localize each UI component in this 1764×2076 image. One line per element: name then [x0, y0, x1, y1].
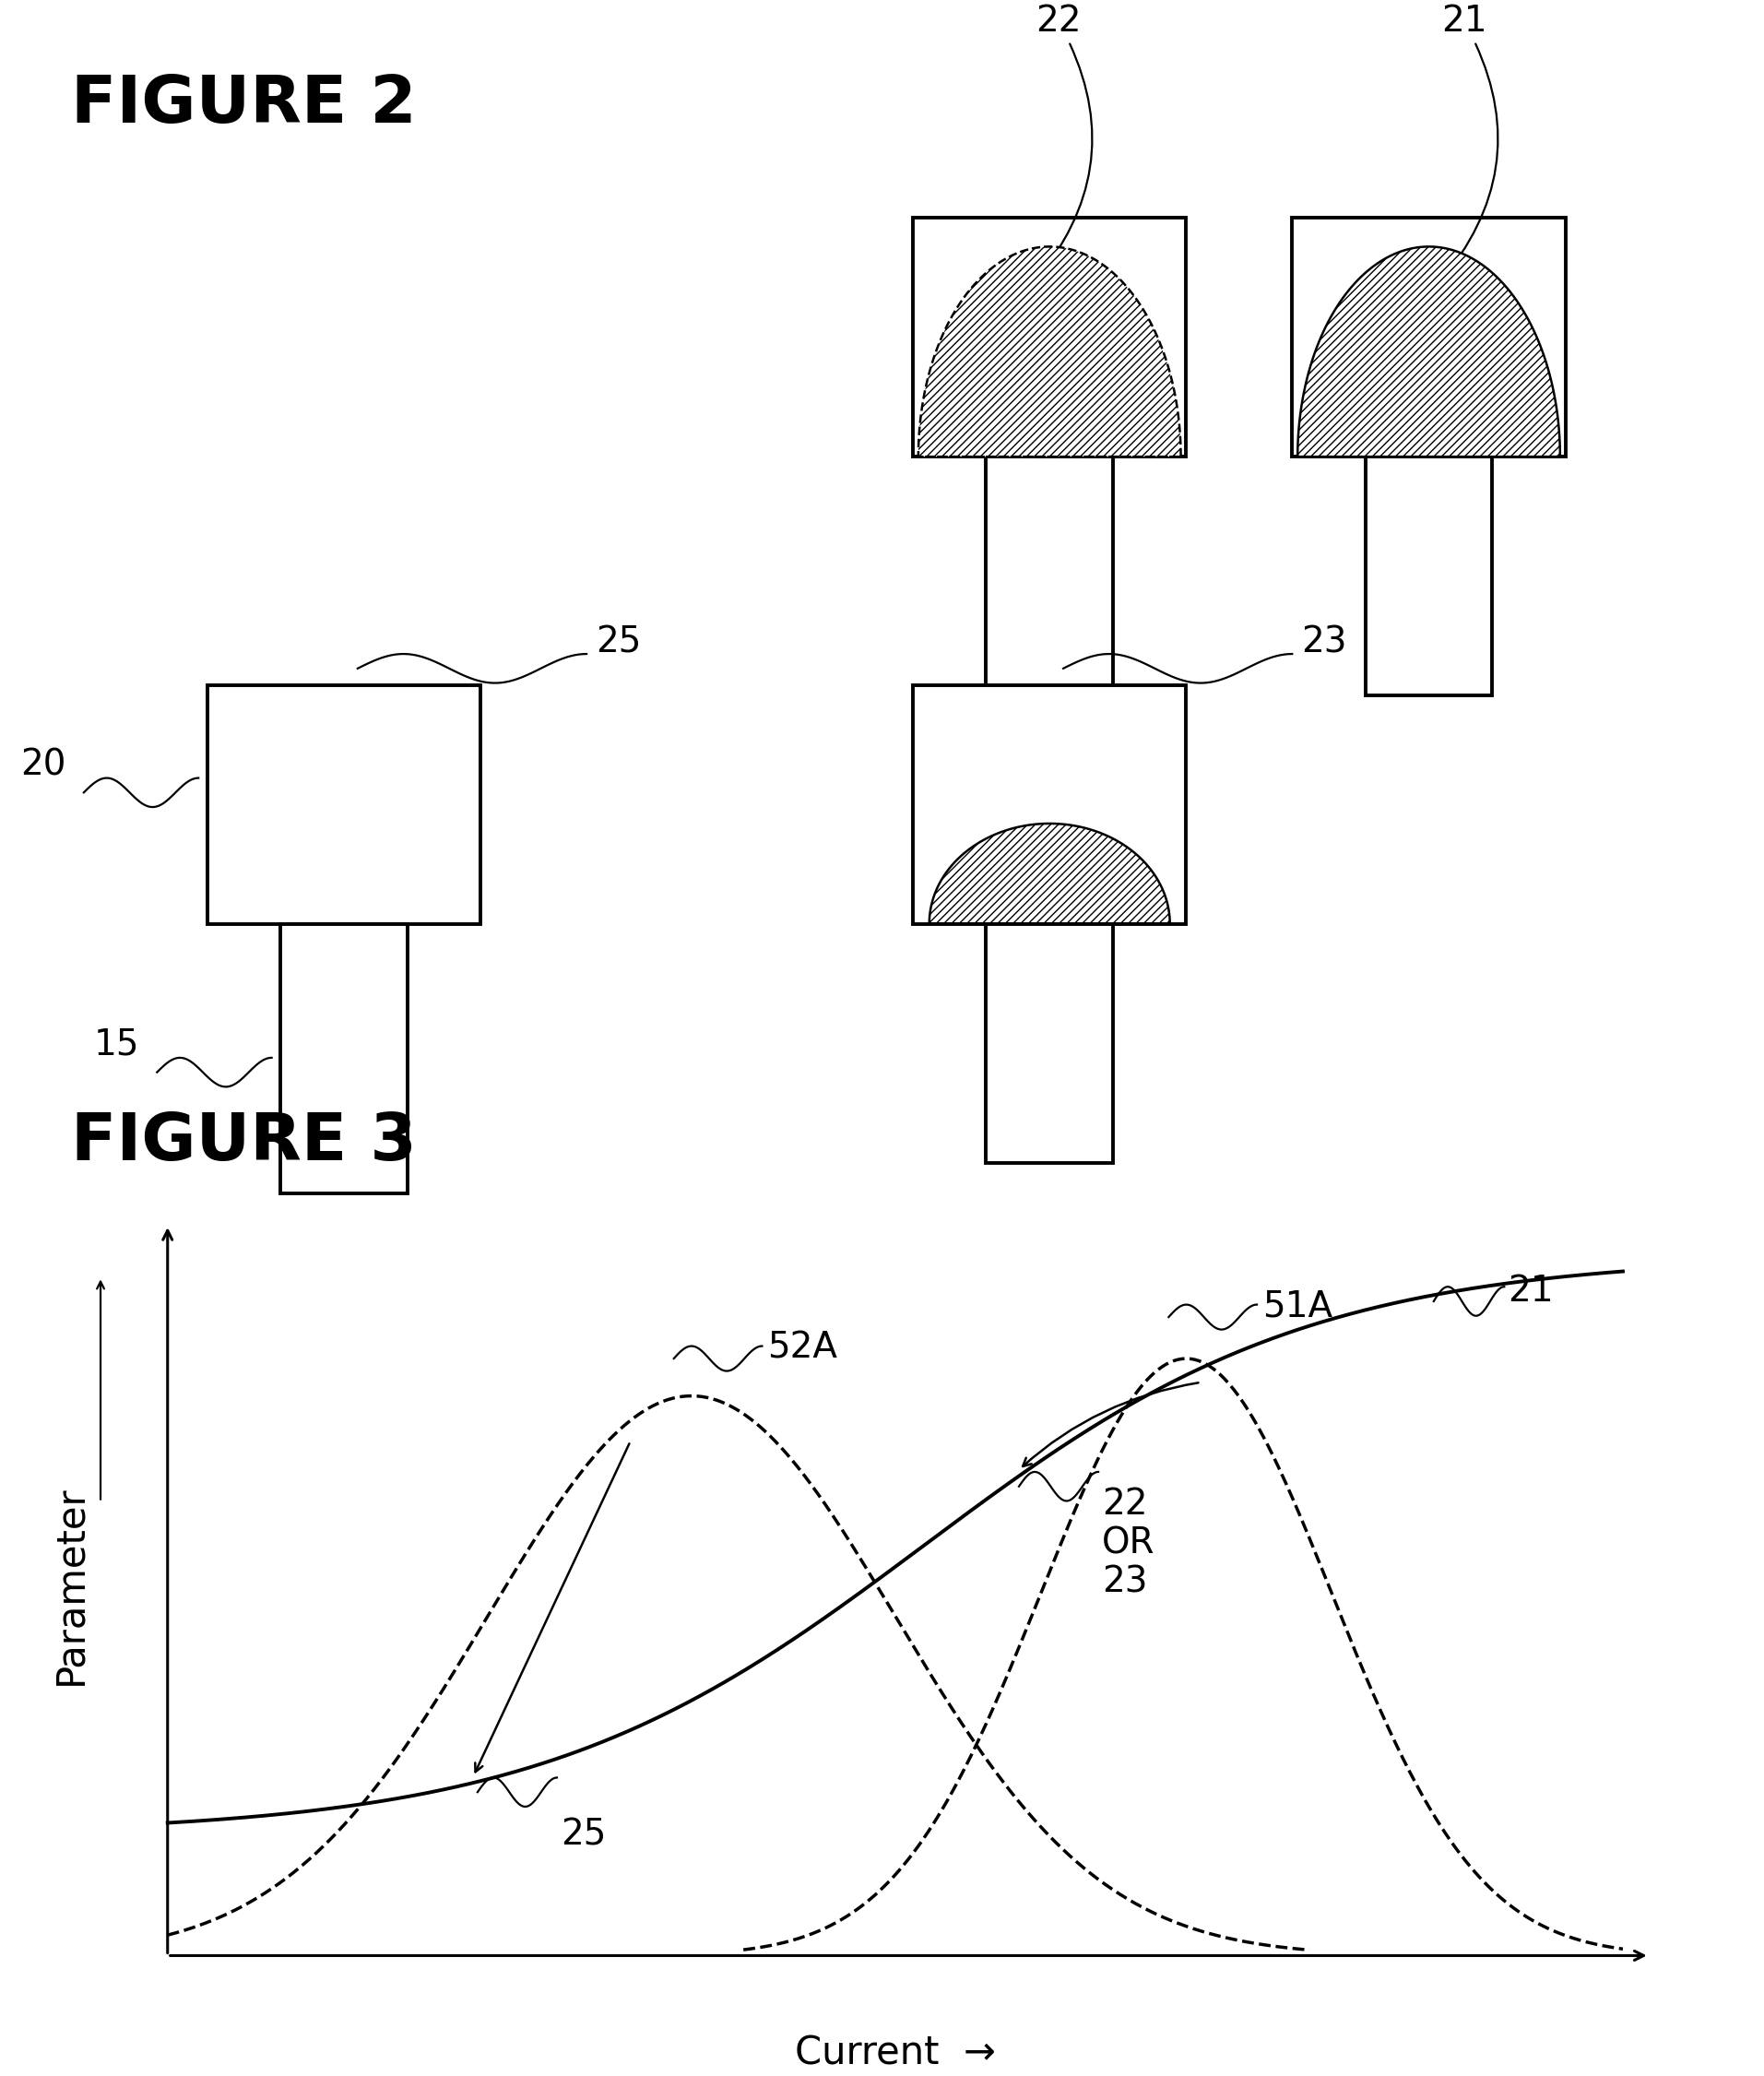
- Polygon shape: [919, 247, 1180, 457]
- Bar: [1291, 218, 1566, 457]
- Bar: [208, 685, 480, 924]
- Text: 52A: 52A: [767, 1331, 838, 1366]
- Text: 21: 21: [1439, 4, 1498, 282]
- Text: 22
OR
23: 22 OR 23: [1102, 1486, 1155, 1601]
- Bar: [986, 457, 1113, 695]
- Bar: [914, 218, 1185, 457]
- Bar: [280, 924, 407, 1194]
- Polygon shape: [930, 824, 1170, 924]
- Bar: [1365, 457, 1492, 695]
- Bar: [914, 685, 1185, 924]
- Text: Parameter: Parameter: [51, 1484, 90, 1686]
- Text: Current  →: Current →: [796, 2034, 995, 2074]
- Text: 25: 25: [561, 1816, 607, 1852]
- Text: FIGURE 3: FIGURE 3: [71, 1111, 416, 1175]
- Bar: [986, 924, 1113, 1163]
- Text: FIGURE 2: FIGURE 2: [71, 73, 416, 137]
- Text: 23: 23: [1302, 625, 1346, 660]
- Text: 20: 20: [21, 747, 67, 783]
- Text: 51A: 51A: [1263, 1289, 1332, 1324]
- Text: 21: 21: [1508, 1273, 1554, 1308]
- Text: 25: 25: [596, 625, 640, 660]
- Polygon shape: [1298, 247, 1559, 457]
- Text: 22: 22: [1034, 4, 1092, 282]
- Text: 15: 15: [93, 1028, 139, 1061]
